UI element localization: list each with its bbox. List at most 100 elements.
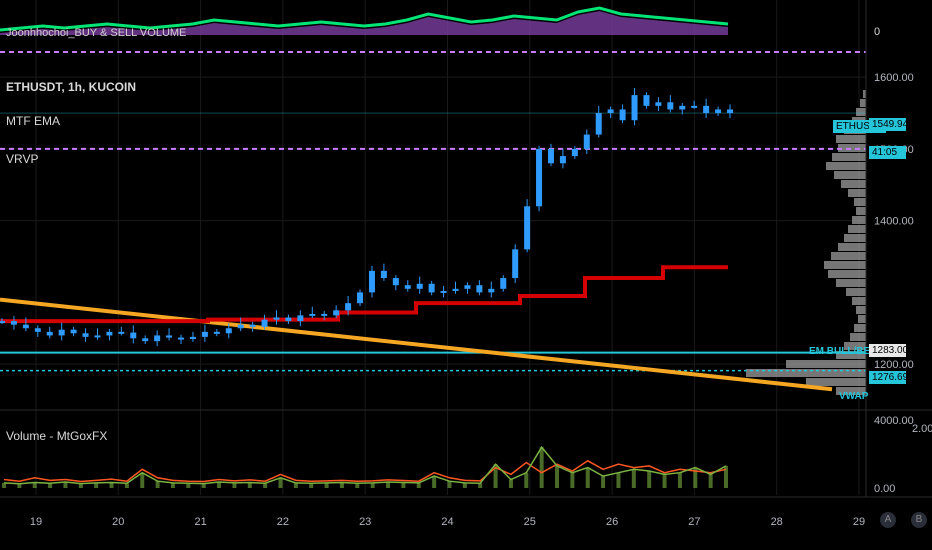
x-tick-label: 20 (112, 516, 124, 528)
y-tick-label: 1400.00 (874, 216, 914, 228)
indicator-ema-label[interactable]: MTF EMA (6, 114, 60, 128)
indicator-vrvp-label[interactable]: VRVP (6, 152, 39, 166)
volume-bar (478, 483, 483, 488)
candle-body (679, 105, 686, 110)
candle-body (58, 329, 65, 336)
vrvp-bar (836, 387, 866, 395)
candle-body (476, 285, 483, 293)
candle-body (0, 321, 5, 324)
volume-bar (201, 483, 206, 488)
candle-body (94, 335, 101, 338)
candle-body (189, 336, 196, 340)
candle-body (154, 335, 161, 342)
candle-body (559, 156, 566, 164)
candle-body (595, 113, 602, 135)
candle-body (166, 335, 173, 338)
x-tick-label: 23 (359, 516, 371, 528)
buy-sell-volume-pane (0, 6, 729, 35)
candle-body (46, 331, 53, 336)
volume-bar (32, 482, 37, 488)
volume-bar (662, 474, 667, 488)
volume-bar (370, 482, 375, 488)
volume-bar (631, 469, 636, 488)
candle-body (309, 313, 316, 316)
volume-bar (17, 483, 22, 488)
vrvp-bar (852, 216, 866, 224)
candle-body (261, 319, 268, 327)
x-tick-label: 19 (30, 516, 42, 528)
candle-body (512, 249, 519, 279)
volume-title[interactable]: Volume - MtGoxFX (6, 429, 108, 443)
candle-body (118, 331, 125, 334)
volume-bar (601, 476, 606, 488)
vrvp-bar (838, 243, 866, 251)
price-candles (0, 87, 733, 347)
volume-bar (570, 472, 575, 488)
candle-body (500, 278, 507, 289)
candle-body (285, 317, 292, 322)
volume-bar (647, 471, 652, 488)
candle-body (368, 270, 375, 293)
volume-bar (555, 465, 560, 488)
y-tick-label: 1200.00 (874, 359, 914, 371)
candle-body (142, 338, 149, 342)
candle-body (70, 329, 77, 334)
vrvp-bar (786, 360, 866, 368)
candle-body (583, 134, 590, 149)
symbol-title[interactable]: ETHUSDT, 1h, KUCOIN (6, 80, 137, 94)
volume-bar (94, 482, 99, 488)
candle-body (715, 109, 722, 114)
vrvp-bar (838, 144, 866, 152)
volume-y-tick: 0.00 (874, 483, 895, 495)
candle-body (643, 95, 650, 106)
vrvp-bar (854, 324, 866, 332)
volume-bar (48, 483, 53, 488)
volume-bar (170, 482, 175, 488)
price-levels (0, 51, 866, 372)
candle-body (428, 283, 435, 293)
volume-sell-line (3, 459, 727, 483)
volume-pane (2, 445, 728, 488)
vrvp-bar (844, 234, 866, 242)
vrvp-bar (854, 198, 866, 206)
y-tick-label: 1600.00 (874, 72, 914, 84)
volume-bar (616, 472, 621, 488)
vrvp-bar (832, 153, 866, 161)
volume-bar (524, 472, 529, 488)
volume-bar (140, 472, 145, 488)
candle-body (524, 206, 531, 250)
candle-body (392, 278, 399, 286)
candle-body (333, 310, 340, 316)
volume-bar (124, 483, 129, 488)
candle-body (225, 328, 232, 334)
axes: 19202122232425262728291600.001500.001400… (0, 0, 932, 528)
vrvp-bar (836, 279, 866, 287)
x-tick-label: 21 (194, 516, 206, 528)
auto-scale-button[interactable]: A (880, 512, 896, 528)
volume-bar (416, 482, 421, 488)
vrvp-bar (746, 369, 866, 377)
volume-bar (309, 483, 314, 488)
vrvp-bar (806, 378, 866, 386)
volume-bar (109, 482, 114, 488)
vrvp-bar (836, 351, 866, 359)
vrvp-bar (856, 108, 866, 116)
candle-body (380, 270, 387, 279)
candle-body (631, 95, 638, 121)
candle-body (106, 331, 113, 336)
volume-bar (186, 483, 191, 488)
volume-bar (278, 477, 283, 488)
candle-body (667, 102, 674, 110)
ema-line (0, 265, 728, 324)
candle-body (547, 148, 554, 164)
vrvp-bar (852, 297, 866, 305)
candle-body (357, 292, 364, 304)
log-scale-button[interactable]: B (911, 512, 927, 528)
candle-body (727, 109, 733, 114)
x-tick-label: 22 (277, 516, 289, 528)
volume-bar (447, 481, 452, 488)
volume-bar (462, 482, 467, 488)
candle-body (691, 105, 698, 108)
volume-bar (263, 483, 268, 488)
